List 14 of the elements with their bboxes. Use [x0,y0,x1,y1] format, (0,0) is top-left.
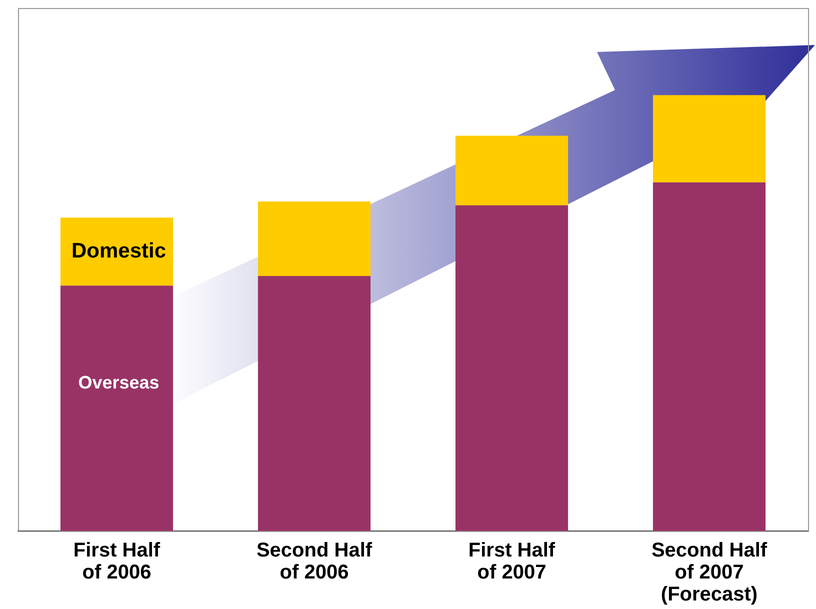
bar [652,182,766,531]
x-tick-label: Second Half of 2006 [256,540,372,584]
x-tick-label: Second Half of 2007 (Forecast) [651,540,768,606]
bar [60,218,174,286]
bar [60,286,174,531]
bar [455,136,568,206]
x-tick-label: First Half of 2006 [73,540,160,584]
series-label: Domestic [71,239,166,262]
bar [455,205,568,531]
bar [258,276,371,531]
x-tick-label: First Half of 2007 [468,540,556,584]
series-label: Overseas [78,372,160,393]
bar [652,95,766,182]
bar [258,202,371,276]
